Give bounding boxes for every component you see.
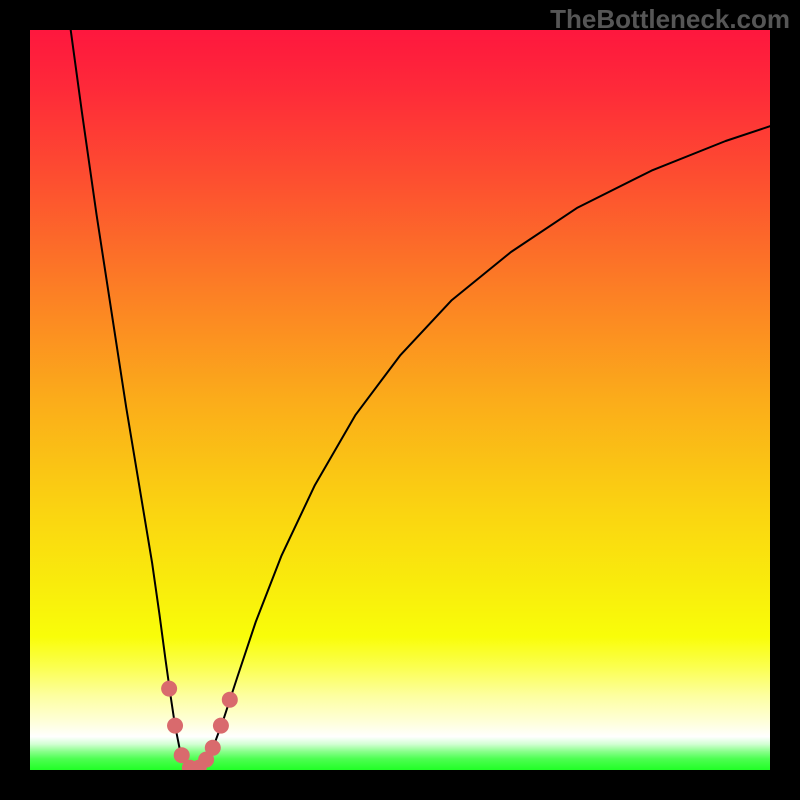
data-marker bbox=[161, 681, 177, 697]
chart-svg bbox=[30, 30, 770, 770]
data-marker bbox=[222, 692, 238, 708]
data-marker bbox=[213, 718, 229, 734]
plot-area bbox=[30, 30, 770, 770]
gradient-background bbox=[30, 30, 770, 770]
watermark-text: TheBottleneck.com bbox=[550, 4, 790, 35]
data-marker bbox=[205, 740, 221, 756]
chart-frame: TheBottleneck.com bbox=[0, 0, 800, 800]
data-marker bbox=[167, 718, 183, 734]
